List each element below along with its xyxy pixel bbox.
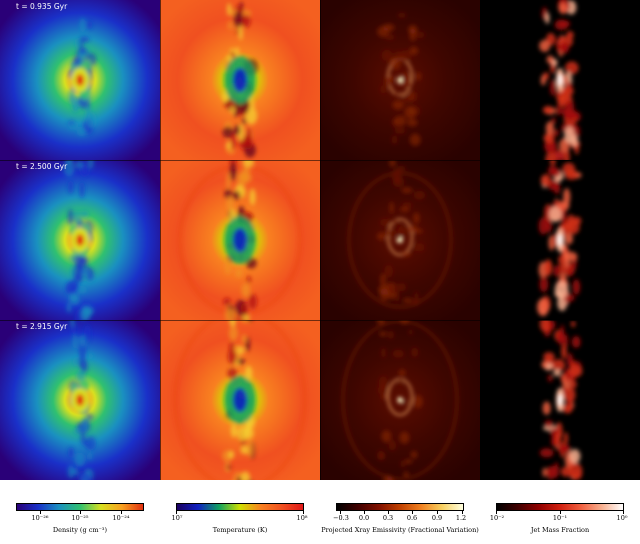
temperature-colorbar-label: Temperature (K) xyxy=(212,526,268,534)
colorbar-tick xyxy=(388,511,389,514)
colorbar-tick xyxy=(623,511,624,514)
panel-xray-row3 xyxy=(320,320,480,480)
colorbar-tick xyxy=(40,511,41,514)
density-tick-label: 10⁻²⁴ xyxy=(112,514,130,522)
column-separator xyxy=(160,0,161,480)
panel-jet-row3 xyxy=(480,320,640,480)
panel-temperature-row1 xyxy=(160,0,320,160)
temperature-tick-label: 10⁷ xyxy=(171,514,183,522)
column-separator xyxy=(320,0,321,480)
colorbar-tick xyxy=(303,511,304,514)
time-label: t = 2.500 Gyr xyxy=(16,162,68,171)
jet-colorbar-label: Jet Mass Fraction xyxy=(530,526,590,534)
xray-tick-label: 0.0 xyxy=(358,514,370,522)
xray-colorbar-label: Projected Xray Emissivity (Fractional Va… xyxy=(321,526,479,534)
time-label: t = 2.915 Gyr xyxy=(16,322,68,331)
jet-tick-label: 10⁰ xyxy=(616,514,628,522)
column-separator xyxy=(480,0,481,480)
colorbar-tick xyxy=(412,511,413,514)
panel-temperature-row3 xyxy=(160,320,320,480)
panel-xray-row1 xyxy=(320,0,480,160)
colorbar-tick xyxy=(121,511,122,514)
colorbar-tick xyxy=(496,511,497,514)
xray-tick-label: 0.6 xyxy=(406,514,418,522)
colorbar-tick xyxy=(176,511,177,514)
colorbar-tick xyxy=(364,511,365,514)
jet-tick-label: 10⁻² xyxy=(489,514,505,522)
xray-tick-label: −0.3 xyxy=(333,514,349,522)
panel-jet-row2 xyxy=(480,160,640,320)
panel-density-row3: t = 2.915 Gyr xyxy=(0,320,160,480)
time-label: t = 0.935 Gyr xyxy=(16,2,68,11)
panel-density-row1: t = 0.935 Gyr xyxy=(0,0,160,160)
density-tick-label: 10⁻²⁵ xyxy=(71,514,89,522)
panel-density-row2: t = 2.500 Gyr xyxy=(0,160,160,320)
colorbar-tick xyxy=(560,511,561,514)
temperature-colorbar xyxy=(176,503,304,511)
colorbar-tick xyxy=(462,511,463,514)
simulation-panel-grid: t = 0.935 Gyr t = 2.500 Gyr t = 2.915 Gyr xyxy=(0,0,640,480)
xray-tick-label: 1.2 xyxy=(455,514,467,522)
density-tick-label: 10⁻²⁶ xyxy=(31,514,49,522)
colorbar-tick xyxy=(437,511,438,514)
jet-tick-label: 10⁻¹ xyxy=(552,514,568,522)
density-colorbar xyxy=(16,503,144,511)
colorbar-tick xyxy=(340,511,341,514)
xray-colorbar xyxy=(336,503,464,511)
jet-fraction-colorbar xyxy=(496,503,624,511)
xray-tick-label: 0.9 xyxy=(431,514,443,522)
temperature-tick-label: 10⁸ xyxy=(296,514,308,522)
density-colorbar-label: Density (g cm⁻³) xyxy=(52,526,108,534)
panel-temperature-row2 xyxy=(160,160,320,320)
panel-jet-row1 xyxy=(480,0,640,160)
colorbar-tick xyxy=(80,511,81,514)
xray-tick-label: 0.3 xyxy=(382,514,394,522)
panel-xray-row2 xyxy=(320,160,480,320)
